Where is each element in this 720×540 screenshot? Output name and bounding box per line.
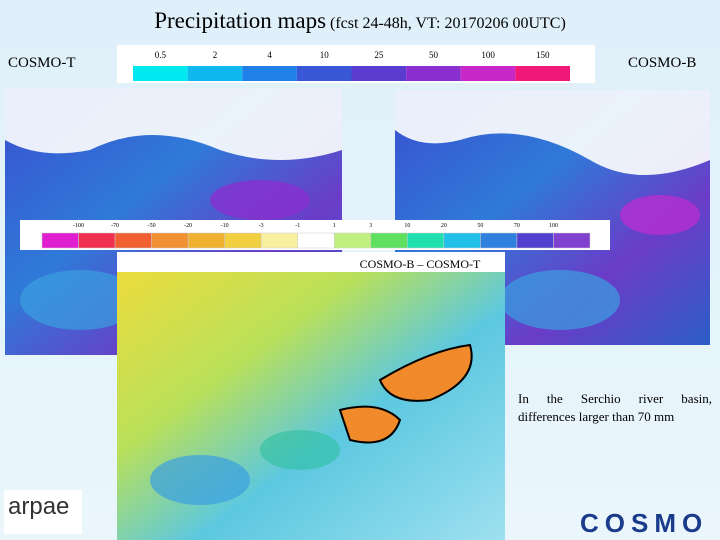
color-swatch	[407, 232, 445, 249]
right-label: COSMO-B	[628, 55, 697, 71]
color-swatch	[260, 232, 298, 249]
logo-left: arpae	[8, 493, 69, 520]
color-swatch	[370, 232, 408, 249]
colorbar-label: 50	[429, 50, 439, 60]
color-swatch	[334, 232, 372, 249]
color-swatch	[460, 66, 516, 81]
colorbar-label: 4	[267, 50, 272, 60]
title: Precipitation maps	[154, 8, 327, 33]
color-swatch	[443, 232, 481, 249]
color-swatch	[187, 66, 243, 81]
color-swatch	[242, 66, 297, 81]
colorbar-label: 25	[374, 50, 384, 60]
colorbar-label: 100	[481, 50, 495, 60]
colorbar-label: 1	[333, 223, 336, 229]
color-swatch	[406, 66, 461, 81]
left-label: COSMO-T	[8, 55, 76, 71]
color-swatch	[351, 66, 407, 81]
logo-box-left	[4, 490, 82, 534]
colorbar-label: -20	[184, 223, 192, 229]
colorbar-label: 20	[441, 223, 447, 229]
colorbar-label: 10	[404, 223, 410, 229]
color-swatch	[114, 232, 152, 249]
color-swatch	[133, 66, 188, 81]
colorbar-label: 100	[549, 223, 558, 229]
color-swatch	[41, 232, 79, 249]
colorbar-label: 50	[477, 223, 483, 229]
map-cosmo-b	[395, 90, 710, 345]
colorbar-label: 0.5	[155, 50, 167, 60]
colorbar-label: -3	[259, 223, 264, 229]
colorbar-label: -10	[221, 223, 229, 229]
subtitle: (fcst 24-48h, VT: 20170206 00UTC)	[330, 15, 566, 32]
title-bar: Precipitation maps (fcst 24-48h, VT: 201…	[0, 8, 720, 34]
colorbar-label: -1	[295, 223, 300, 229]
colorbar-label: 10	[320, 50, 330, 60]
color-swatch	[480, 232, 518, 249]
colorbar-label: -70	[111, 223, 119, 229]
map-difference	[117, 252, 505, 540]
color-swatch	[296, 66, 352, 81]
colorbar-label: 3	[369, 223, 372, 229]
diff-title: COSMO-B – COSMO-T	[360, 257, 481, 271]
color-swatch	[78, 232, 116, 249]
color-swatch	[224, 232, 262, 249]
color-swatch	[516, 232, 554, 249]
colorbar-label: 2	[213, 50, 218, 60]
colorbar-label: -100	[73, 223, 84, 229]
colorbar-label: 150	[536, 50, 550, 60]
color-swatch	[187, 232, 225, 249]
precip-colorbar: 0.5 2 4 10 25 50 100 150	[133, 50, 570, 81]
note: In the Serchio river basin, differences …	[518, 391, 712, 424]
color-swatch	[515, 66, 570, 81]
logo-right: COSMO	[580, 508, 708, 538]
colorbar-label: 70	[514, 223, 520, 229]
colorbar-label: -50	[148, 223, 156, 229]
color-swatch	[553, 232, 591, 249]
color-swatch	[297, 232, 335, 249]
color-swatch	[151, 232, 189, 249]
diff-colorbar: -100 -70 -50 -20 -10 -3 -1 1 3 10 20 50 70 100	[41, 223, 591, 249]
